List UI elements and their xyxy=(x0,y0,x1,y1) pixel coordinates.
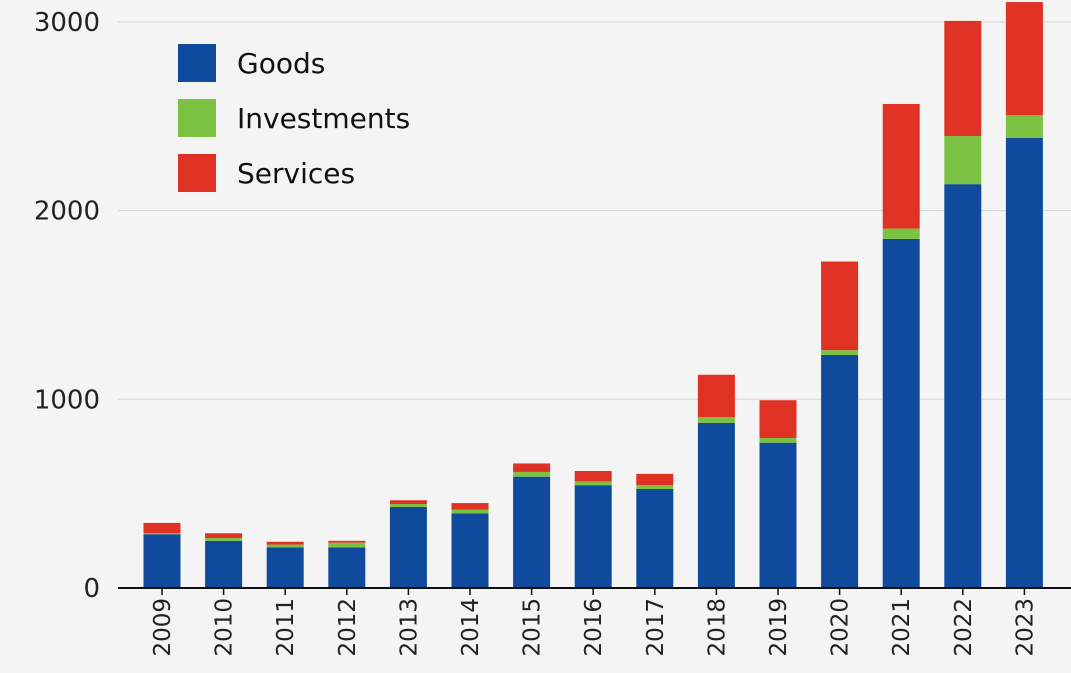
legend-label-services: Services xyxy=(237,157,355,190)
y-axis-tick-labels: 0 1000 2000 3000 xyxy=(34,8,100,604)
bar-segment-services-2020 xyxy=(821,261,859,351)
bar-segment-investments-2022 xyxy=(944,136,982,185)
legend-swatch-goods xyxy=(178,44,216,82)
bar-segment-services-2022 xyxy=(944,20,982,137)
bar-segment-goods-2019 xyxy=(759,442,797,588)
bar-segment-investments-2016 xyxy=(574,481,612,486)
bar-segment-investments-2009 xyxy=(143,533,181,535)
x-tick-label: 2017 xyxy=(643,598,669,657)
bar-segment-goods-2010 xyxy=(205,540,243,588)
bar-segment-investments-2011 xyxy=(266,544,304,548)
bar-segment-goods-2021 xyxy=(882,238,920,589)
bar-segment-services-2016 xyxy=(574,471,612,482)
legend: Goods Investments Services xyxy=(178,44,410,192)
bar-segment-goods-2012 xyxy=(328,547,366,588)
bar-segment-investments-2023 xyxy=(1005,115,1043,138)
bar-segment-goods-2014 xyxy=(451,513,489,588)
bar-segment-goods-2022 xyxy=(944,184,982,588)
bar-segment-investments-2014 xyxy=(451,509,489,514)
legend-swatch-services xyxy=(178,154,216,192)
x-tick-label: 2016 xyxy=(581,598,607,657)
bar-segment-services-2023 xyxy=(1005,2,1043,116)
bar-segment-investments-2012 xyxy=(328,542,366,548)
legend-label-investments: Investments xyxy=(237,102,410,135)
y-tick-label: 3000 xyxy=(34,8,100,38)
x-tick-label: 2023 xyxy=(1012,598,1038,657)
bar-segment-goods-2011 xyxy=(266,547,304,588)
bar-segment-services-2021 xyxy=(882,103,920,229)
x-tick-label: 2010 xyxy=(212,598,238,657)
x-tick-label: 2015 xyxy=(520,598,546,657)
bar-segment-services-2011 xyxy=(266,541,304,545)
bar-segment-goods-2013 xyxy=(389,506,427,588)
bar-segment-goods-2016 xyxy=(574,485,612,588)
bar-segment-goods-2009 xyxy=(143,534,181,588)
bar-segment-investments-2019 xyxy=(759,437,797,443)
bar-segment-goods-2017 xyxy=(636,488,674,588)
x-tick-label: 2012 xyxy=(335,598,361,657)
bar-segment-investments-2013 xyxy=(389,504,427,507)
x-tick-label: 2022 xyxy=(951,598,977,657)
bar-segment-investments-2017 xyxy=(636,485,674,489)
legend-label-goods: Goods xyxy=(237,47,325,80)
x-tick-label: 2013 xyxy=(396,598,422,657)
bar-segment-goods-2018 xyxy=(697,422,735,588)
y-tick-label: 2000 xyxy=(34,197,100,227)
bar-segment-services-2018 xyxy=(697,374,735,418)
bar-segment-services-2010 xyxy=(205,533,243,538)
x-tick-label: 2020 xyxy=(828,598,854,657)
bar-segment-investments-2021 xyxy=(882,228,920,239)
bar-segment-goods-2023 xyxy=(1005,137,1043,588)
x-tick-label: 2009 xyxy=(150,598,176,657)
bar-segment-investments-2018 xyxy=(697,417,735,423)
x-tick-label: 2021 xyxy=(889,598,915,657)
bar-segment-goods-2015 xyxy=(513,476,551,588)
bar-segment-services-2009 xyxy=(143,522,181,534)
bar-segment-services-2012 xyxy=(328,540,366,543)
x-tick-label: 2018 xyxy=(704,598,730,657)
bar-segment-services-2015 xyxy=(513,463,551,472)
bar-segment-investments-2020 xyxy=(821,350,859,355)
bar-segment-investments-2010 xyxy=(205,537,243,541)
bar-segment-goods-2020 xyxy=(821,354,859,588)
x-tick-label: 2011 xyxy=(273,598,299,657)
bar-segment-services-2019 xyxy=(759,400,797,438)
x-tick-label: 2014 xyxy=(458,598,484,657)
legend-swatch-investments xyxy=(178,99,216,137)
x-axis-tick-labels: 2009 2010 2011 2012 2013 2014 2015 2016 2017 2018… xyxy=(150,588,1038,657)
bars xyxy=(143,2,1043,589)
y-tick-label: 0 xyxy=(83,574,100,604)
y-tick-label: 1000 xyxy=(34,385,100,415)
x-tick-label: 2019 xyxy=(766,598,792,657)
bar-segment-services-2017 xyxy=(636,473,674,486)
bar-segment-services-2013 xyxy=(389,500,427,505)
bar-segment-investments-2015 xyxy=(513,471,551,477)
bar-segment-services-2014 xyxy=(451,503,489,510)
